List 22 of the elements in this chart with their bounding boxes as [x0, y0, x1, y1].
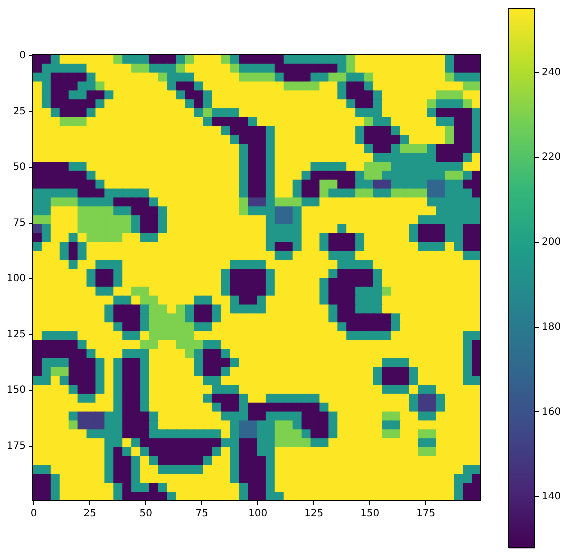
color-bar-label: 200	[542, 237, 562, 248]
x-tick-label: 125	[304, 508, 324, 520]
color-bar-label: 240	[542, 67, 562, 78]
y-tick-label: 50	[13, 162, 26, 174]
x-tick-label: 50	[140, 508, 152, 520]
y-tick-label: 75	[13, 218, 26, 229]
x-tick-label: 100	[248, 508, 268, 520]
y-tick-label: 100	[6, 274, 26, 285]
color-bar-label: 220	[542, 152, 562, 164]
x-tick-label: 175	[416, 508, 436, 520]
y-tick-label: 25	[13, 106, 26, 118]
color-bar-label: 140	[542, 492, 562, 503]
x-tick-label: 0	[30, 508, 38, 520]
x-tick-label: 75	[196, 508, 208, 520]
y-tick-label: 150	[6, 385, 26, 396]
x-tick-label: 25	[84, 508, 96, 520]
y-tick-label: 125	[6, 329, 26, 340]
color-bar-label: 160	[542, 406, 562, 418]
x-tick-label: 150	[360, 508, 380, 520]
color-bar-label: 180	[542, 322, 562, 333]
y-tick-label: 0	[20, 50, 26, 62]
y-tick-label: 175	[6, 440, 26, 452]
